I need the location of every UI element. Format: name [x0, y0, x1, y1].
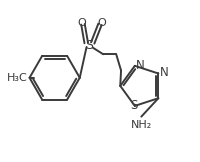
- Text: N: N: [160, 66, 169, 79]
- Text: H₃C: H₃C: [7, 73, 28, 83]
- Text: O: O: [77, 18, 86, 28]
- Text: S: S: [85, 39, 93, 52]
- Text: S: S: [130, 99, 138, 112]
- Text: N: N: [136, 58, 145, 71]
- Text: O: O: [97, 18, 106, 28]
- Text: NH₂: NH₂: [131, 120, 152, 130]
